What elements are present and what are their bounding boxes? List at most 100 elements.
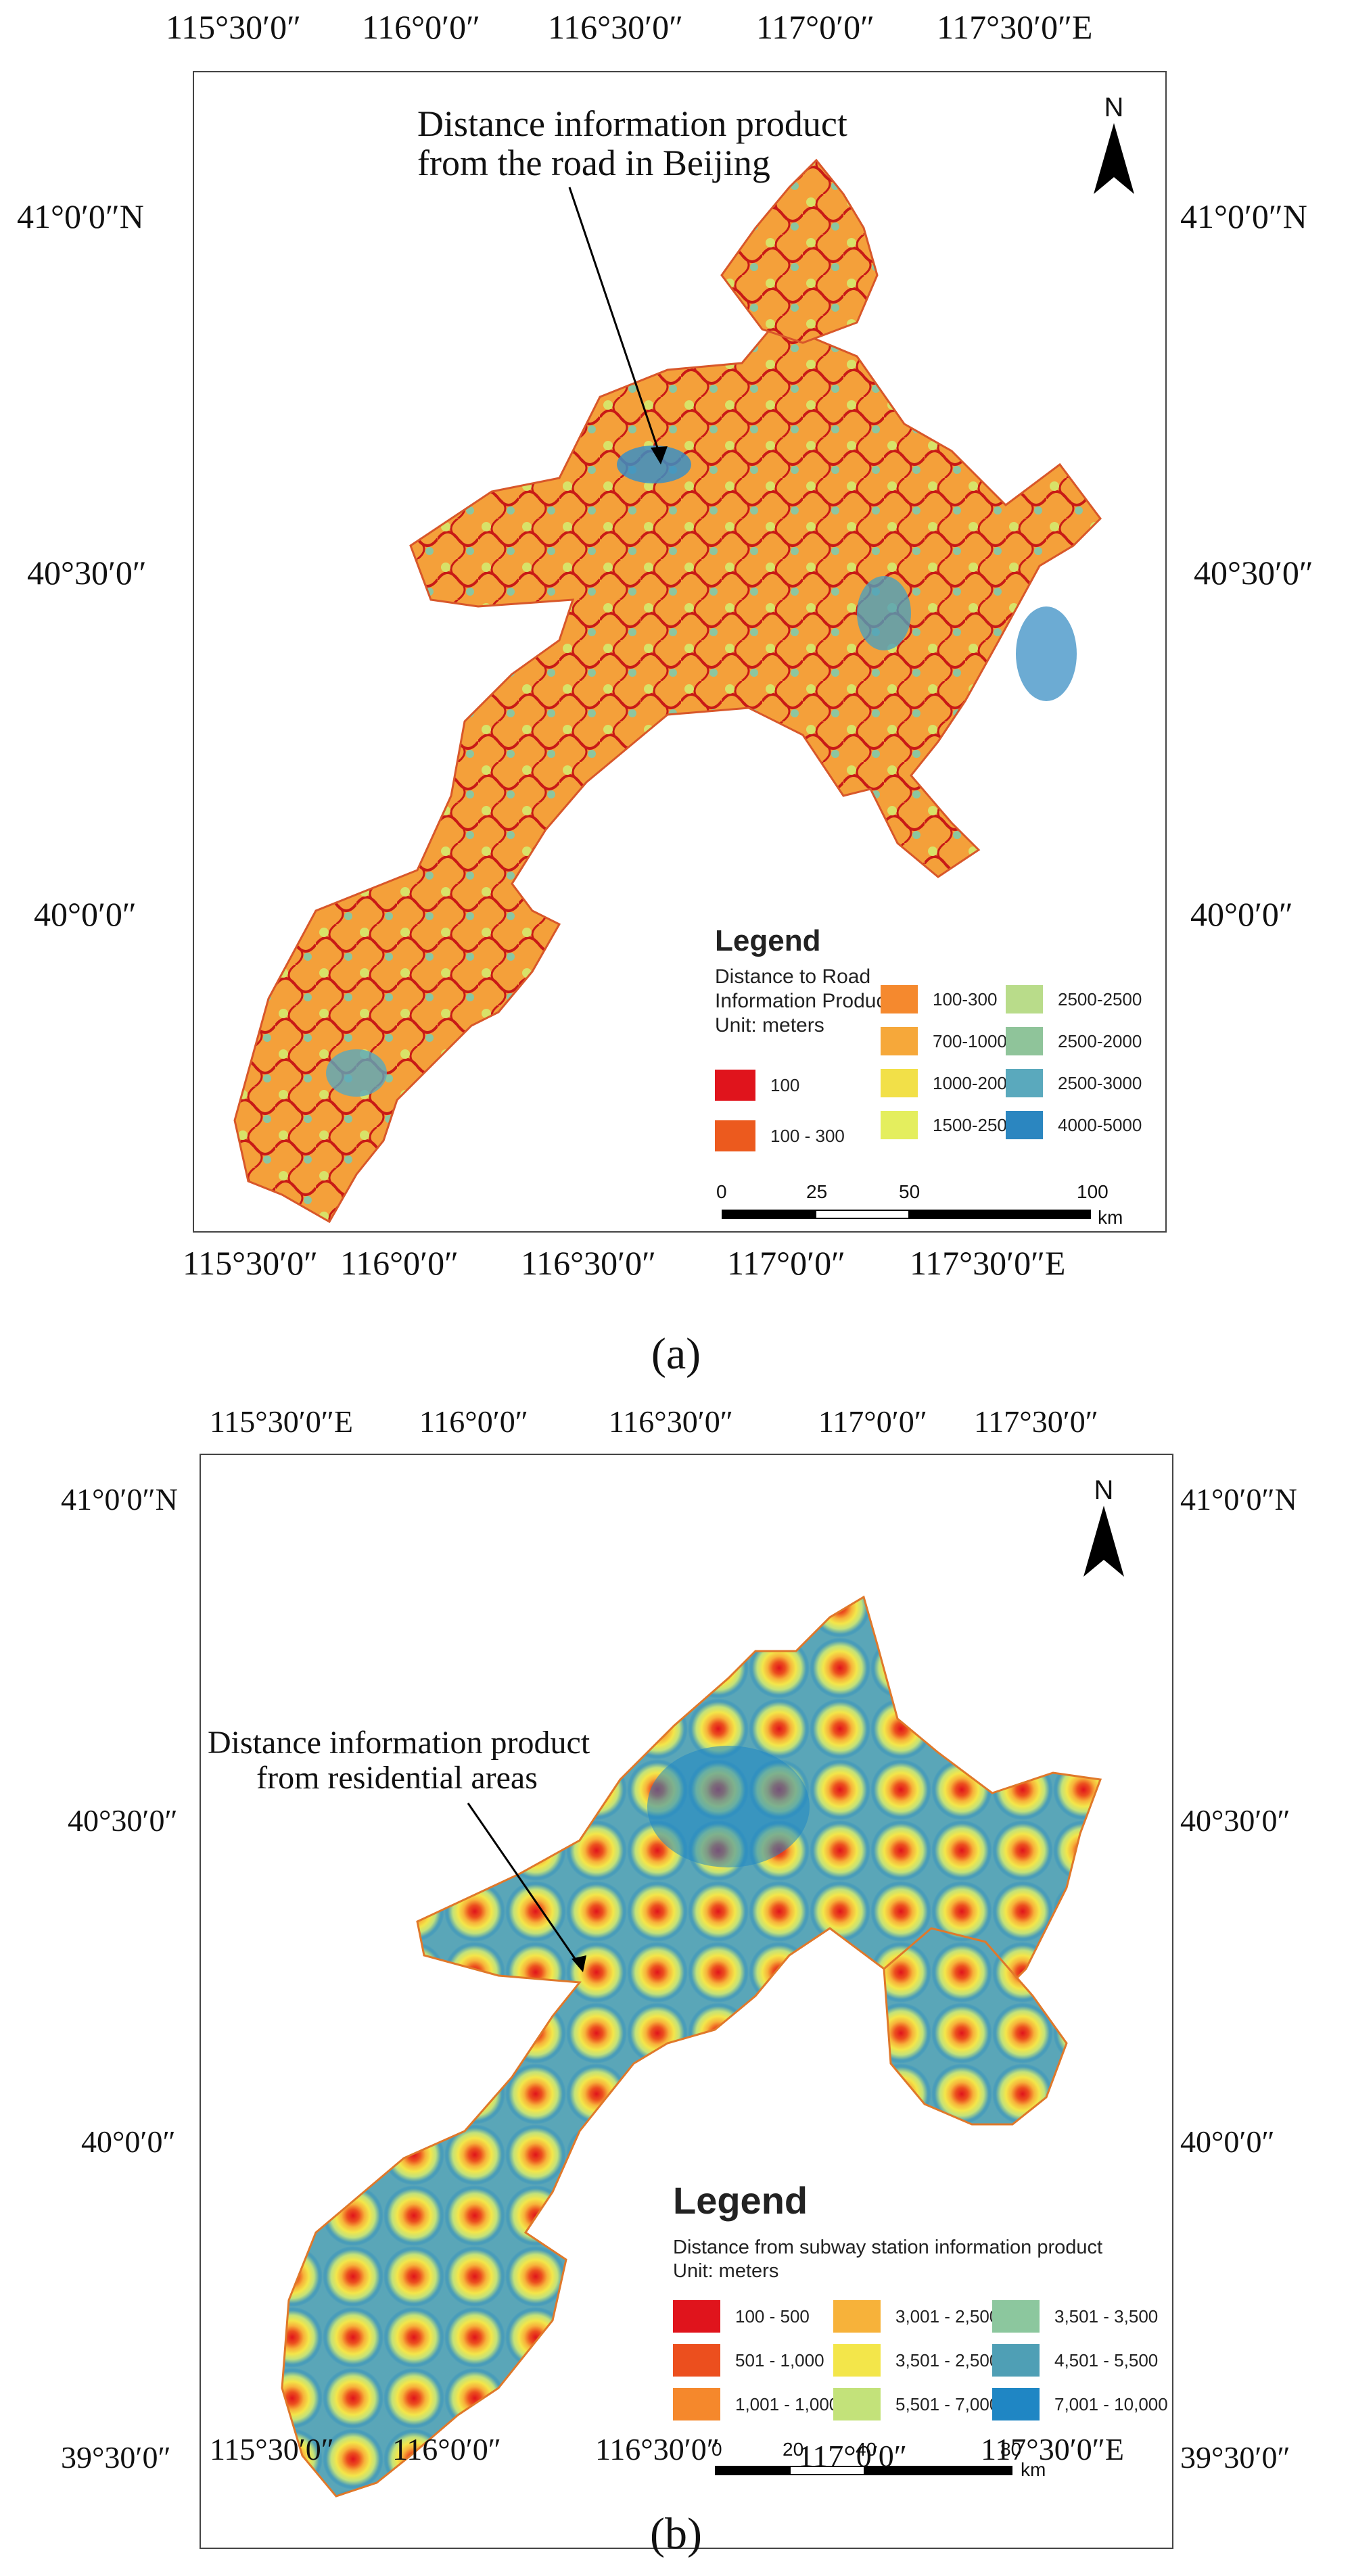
- panel-label-a: (a): [651, 1329, 701, 1379]
- legend-swatch: [833, 2344, 881, 2377]
- legend: Legend Distance to Road Information Prod…: [698, 911, 1144, 1195]
- legend-swatch: [833, 2300, 881, 2333]
- map-annotation: Distance information product from the ro…: [417, 103, 847, 184]
- scale-tick: 0: [716, 1181, 727, 1202]
- legend-swatch: [673, 2300, 720, 2333]
- right-coord-label: 40°0′0″: [1190, 895, 1293, 933]
- legend-item: 100: [715, 1070, 799, 1101]
- scale-tick: 0: [712, 2439, 722, 2460]
- legend-item: 3,501 - 3,500: [992, 2300, 1158, 2333]
- north-arrow-icon: [1083, 1506, 1124, 1577]
- scale-tick: 25: [806, 1181, 828, 1202]
- legend-item: 100-300: [881, 985, 997, 1013]
- legend-swatch: [992, 2388, 1040, 2420]
- beijing-road-distance-map: [233, 158, 1102, 1224]
- region-shape: [883, 1927, 1068, 2126]
- bottom-coord-label: 117°30′0″E: [910, 1244, 1066, 1282]
- legend-swatch: [673, 2344, 720, 2377]
- legend-item: 2500-2500: [1006, 985, 1142, 1013]
- bottom-coord-label: 116°30′0″: [521, 1244, 656, 1282]
- scale-tick: 80: [1000, 2439, 1022, 2460]
- left-coord-label: 41°0′0″N: [61, 1482, 178, 1517]
- scale-unit: km: [1021, 2459, 1046, 2480]
- map-panel-a: 115°30′0″ 116°0′0″ 116°30′0″ 117°0′0″ 11…: [0, 0, 1352, 1285]
- legend-swatch: [1006, 1069, 1043, 1097]
- scale-tick: 40: [856, 2439, 877, 2460]
- top-coord-label: 117°30′0″: [974, 1404, 1098, 1439]
- right-coord-label: 41°0′0″N: [1180, 1482, 1297, 1517]
- north-arrow-icon: [1094, 123, 1134, 194]
- right-coord-label: 40°0′0″: [1180, 2124, 1275, 2159]
- legend-title: Legend: [673, 2179, 808, 2222]
- left-coord-label: 40°30′0″: [68, 1803, 178, 1838]
- legend-swatch: [881, 985, 918, 1013]
- legend-item: 501 - 1,000: [673, 2344, 824, 2377]
- legend-item: 3,501 - 2,500: [833, 2344, 999, 2377]
- north-label: N: [1104, 93, 1124, 122]
- top-coord-label: 117°30′0″E: [937, 8, 1093, 46]
- bottom-coord-label: 115°30′0″: [210, 2432, 334, 2466]
- legend-swatch: [715, 1070, 755, 1101]
- region-shape: [281, 1595, 1102, 2498]
- map-panel-b: 115°30′0″E 116°0′0″ 116°30′0″ 117°0′0″ 1…: [0, 1285, 1352, 2576]
- bottom-coord-label: 117°0′0″: [727, 1244, 845, 1282]
- bottom-coord-label: 117°30′0″E: [981, 2432, 1125, 2466]
- top-coord-label: 116°30′0″: [548, 8, 683, 46]
- scale-bar: 0 25 50 100 km: [716, 1181, 1127, 1229]
- top-coord-label: 117°0′0″: [818, 1404, 927, 1439]
- legend-subtitle: Distance from subway station information…: [673, 2237, 1103, 2282]
- legend-swatch: [715, 1120, 755, 1151]
- left-coord-label: 39°30′0″: [61, 2440, 171, 2475]
- legend-item: 100 - 300: [715, 1120, 845, 1151]
- scale-tick: 100: [1077, 1181, 1109, 1202]
- legend-item: 2500-3000: [1006, 1069, 1142, 1097]
- top-coord-label: 116°30′0″: [609, 1404, 733, 1439]
- left-coord-label: 40°30′0″: [27, 554, 147, 592]
- bottom-coord-label: 115°30′0″: [183, 1244, 318, 1282]
- legend-item: 2500-2000: [1006, 1027, 1142, 1055]
- right-coord-label: 39°30′0″: [1180, 2440, 1290, 2475]
- legend-swatch: [992, 2300, 1040, 2333]
- north-label: N: [1094, 1475, 1114, 1505]
- north-arrow: N: [1080, 1475, 1127, 1583]
- right-coord-label: 40°30′0″: [1194, 554, 1313, 592]
- legend-swatch: [1006, 985, 1043, 1013]
- legend-item: 7,001 - 10,000: [992, 2388, 1168, 2420]
- legend-item: 1,001 - 1,000: [673, 2388, 839, 2420]
- legend-swatch: [1006, 1111, 1043, 1139]
- legend-subtitle: Distance to Road Information Product Uni…: [715, 965, 892, 1036]
- scale-bar: 0 20 40 80 km: [712, 2439, 1148, 2493]
- legend-item: 100 - 500: [673, 2300, 810, 2333]
- legend-item: 3,001 - 2,500: [833, 2300, 999, 2333]
- legend-swatch: [881, 1111, 918, 1139]
- legend-swatch: [673, 2388, 720, 2420]
- map-annotation: Distance information product from reside…: [208, 1725, 590, 1796]
- legend-title: Legend: [715, 924, 821, 957]
- map-frame: Distance information product from reside…: [200, 1454, 1173, 2549]
- north-arrow: N: [1090, 93, 1138, 201]
- region-shape: [720, 158, 879, 344]
- left-coord-label: 41°0′0″N: [17, 197, 144, 235]
- right-coord-label: 41°0′0″N: [1180, 197, 1307, 235]
- legend-swatch: [881, 1027, 918, 1055]
- scale-unit: km: [1098, 1207, 1123, 1228]
- legend: Legend Distance from subway station info…: [668, 2172, 1168, 2435]
- top-coord-label: 117°0′0″: [756, 8, 875, 46]
- region-shape: [233, 321, 1102, 1224]
- legend-swatch: [992, 2344, 1040, 2377]
- legend-item: 1000-2000: [881, 1069, 1017, 1097]
- scale-tick: 20: [783, 2439, 804, 2460]
- left-coord-label: 40°0′0″: [34, 895, 137, 933]
- legend-item: 4000-5000: [1006, 1111, 1142, 1139]
- legend-item: 700-1000: [881, 1027, 1007, 1055]
- top-coord-label: 115°30′0″: [166, 8, 301, 46]
- legend-item: 4,501 - 5,500: [992, 2344, 1158, 2377]
- top-coord-label: 115°30′0″E: [210, 1404, 354, 1439]
- bottom-coord-label: 116°0′0″: [340, 1244, 459, 1282]
- bottom-coord-label: 117°0′0″: [798, 2439, 907, 2473]
- bottom-coord-label: 116°0′0″: [392, 2432, 501, 2466]
- legend-item: 5,501 - 7,000: [833, 2388, 999, 2420]
- right-coord-label: 40°30′0″: [1180, 1803, 1290, 1838]
- legend-swatch: [833, 2388, 881, 2420]
- bottom-coord-label: 116°30′0″: [595, 2432, 720, 2466]
